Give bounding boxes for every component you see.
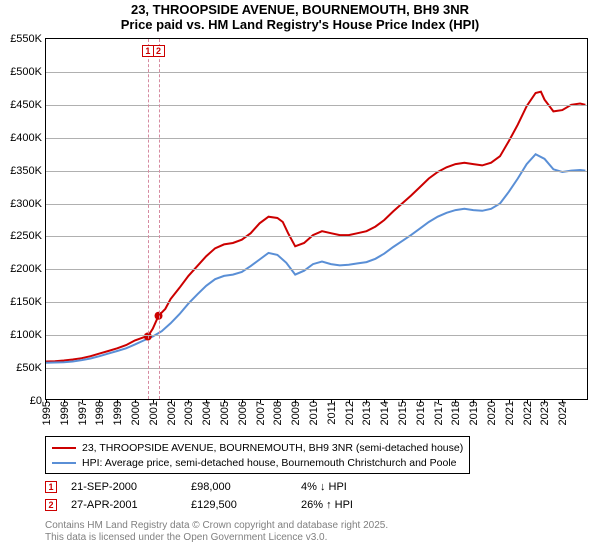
legend: 23, THROOPSIDE AVENUE, BOURNEMOUTH, BH9 … (45, 436, 470, 474)
sale-vline (148, 39, 149, 399)
gridline-h (46, 72, 587, 73)
ytick-label: £350K (10, 165, 42, 177)
sale-row: 1 21-SEP-2000£98,0004% ↓ HPI (45, 478, 411, 496)
ytick-label: £200K (10, 263, 42, 275)
ytick-label: £400K (10, 132, 42, 144)
xtick-label: 2017 (433, 401, 445, 425)
xtick-label: 2001 (148, 401, 160, 425)
xtick-label: 2009 (290, 401, 302, 425)
xtick-label: 2013 (361, 401, 373, 425)
gridline-h (46, 171, 587, 172)
sale-marker: 2 (153, 45, 165, 57)
footer-attribution: Contains HM Land Registry data © Crown c… (45, 520, 388, 544)
ytick-label: £500K (10, 66, 42, 78)
xtick-label: 1998 (94, 401, 106, 425)
sale-vline (159, 39, 160, 399)
xtick-label: 2014 (379, 401, 391, 425)
chart-plot-area: £0£50K£100K£150K£200K£250K£300K£350K£400… (45, 38, 588, 400)
ytick-label: £550K (10, 33, 42, 45)
ytick-label: £250K (10, 230, 42, 242)
gridline-h (46, 105, 587, 106)
xtick-label: 2012 (344, 401, 356, 425)
xtick-label: 2003 (183, 401, 195, 425)
sale-delta: 26% ↑ HPI (301, 499, 411, 511)
sale-marker-key: 2 (45, 499, 57, 511)
legend-item: HPI: Average price, semi-detached house,… (52, 455, 463, 470)
xtick-label: 2011 (326, 401, 338, 425)
ytick-label: £450K (10, 99, 42, 111)
xtick-label: 2006 (237, 401, 249, 425)
xtick-label: 2015 (397, 401, 409, 425)
gridline-h (46, 138, 587, 139)
xtick-label: 2007 (255, 401, 267, 425)
xtick-label: 2020 (486, 401, 498, 425)
xtick-label: 2024 (557, 401, 569, 425)
xtick-label: 1999 (112, 401, 124, 425)
ytick-label: £50K (16, 362, 42, 374)
xtick-label: 2010 (308, 401, 320, 425)
xtick-label: 2002 (166, 401, 178, 425)
gridline-h (46, 269, 587, 270)
sale-price: £98,000 (191, 481, 301, 493)
legend-swatch (52, 462, 76, 464)
footer-line-1: Contains HM Land Registry data © Crown c… (45, 520, 388, 532)
title-block: 23, THROOPSIDE AVENUE, BOURNEMOUTH, BH9 … (0, 0, 600, 32)
legend-label: 23, THROOPSIDE AVENUE, BOURNEMOUTH, BH9 … (82, 442, 463, 454)
gridline-h (46, 368, 587, 369)
sale-marker-key: 1 (45, 481, 57, 493)
xtick-label: 2019 (468, 401, 480, 425)
legend-label: HPI: Average price, semi-detached house,… (82, 457, 457, 469)
legend-item: 23, THROOPSIDE AVENUE, BOURNEMOUTH, BH9 … (52, 440, 463, 455)
sale-date: 27-APR-2001 (71, 499, 191, 511)
xtick-label: 2005 (219, 401, 231, 425)
xtick-label: 2004 (201, 401, 213, 425)
xtick-label: 2016 (415, 401, 427, 425)
xtick-label: 2018 (450, 401, 462, 425)
xtick-label: 1996 (59, 401, 71, 425)
gridline-h (46, 236, 587, 237)
series-hpi (46, 154, 585, 363)
sale-price: £129,500 (191, 499, 301, 511)
gridline-h (46, 335, 587, 336)
xtick-label: 2021 (504, 401, 516, 425)
xtick-label: 1997 (77, 401, 89, 425)
ytick-label: £150K (10, 296, 42, 308)
sale-annotations-table: 1 21-SEP-2000£98,0004% ↓ HPI 2 27-APR-2001£… (45, 478, 411, 514)
legend-swatch (52, 447, 76, 449)
xtick-label: 2022 (522, 401, 534, 425)
title-line-1: 23, THROOPSIDE AVENUE, BOURNEMOUTH, BH9 … (0, 2, 600, 17)
gridline-h (46, 302, 587, 303)
chart-svg (46, 39, 589, 401)
title-line-2: Price paid vs. HM Land Registry's House … (0, 17, 600, 32)
sale-date: 21-SEP-2000 (71, 481, 191, 493)
xtick-label: 2008 (272, 401, 284, 425)
ytick-label: £300K (10, 198, 42, 210)
gridline-h (46, 204, 587, 205)
series-subject (46, 92, 585, 362)
ytick-label: £100K (10, 329, 42, 341)
xtick-label: 2023 (539, 401, 551, 425)
xtick-label: 1995 (41, 401, 53, 425)
sale-row: 2 27-APR-2001£129,50026% ↑ HPI (45, 496, 411, 514)
footer-line-2: This data is licensed under the Open Gov… (45, 532, 388, 544)
sale-delta: 4% ↓ HPI (301, 481, 411, 493)
xtick-label: 2000 (130, 401, 142, 425)
